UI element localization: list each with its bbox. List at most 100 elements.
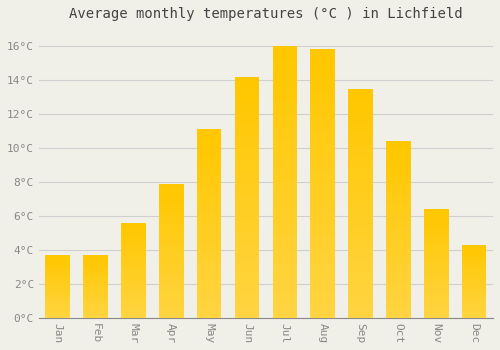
Bar xyxy=(197,214,222,224)
Bar xyxy=(348,180,373,192)
Bar xyxy=(197,195,222,205)
Bar xyxy=(462,314,486,318)
Bar xyxy=(348,192,373,203)
Bar xyxy=(234,270,260,282)
Bar xyxy=(46,268,70,271)
Bar xyxy=(84,277,108,280)
Bar xyxy=(310,49,335,63)
Bar xyxy=(272,155,297,168)
Bar xyxy=(310,304,335,318)
Bar xyxy=(348,146,373,158)
Bar xyxy=(159,311,184,318)
Bar xyxy=(46,305,70,308)
Bar xyxy=(310,130,335,144)
Bar xyxy=(159,251,184,258)
Bar xyxy=(46,258,70,261)
Bar xyxy=(386,186,410,194)
Bar xyxy=(46,302,70,305)
Bar xyxy=(462,245,486,318)
Bar xyxy=(348,261,373,272)
Bar xyxy=(84,271,108,274)
Bar xyxy=(234,149,260,161)
Bar xyxy=(234,173,260,185)
Bar xyxy=(310,49,335,318)
Bar xyxy=(462,271,486,274)
Bar xyxy=(121,223,146,228)
Bar xyxy=(424,269,448,274)
Bar xyxy=(121,232,146,237)
Bar xyxy=(197,158,222,167)
Bar xyxy=(234,282,260,294)
Bar xyxy=(310,90,335,103)
Bar xyxy=(386,141,410,318)
Bar xyxy=(310,184,335,197)
Bar xyxy=(159,258,184,264)
Bar xyxy=(462,292,486,296)
Bar xyxy=(121,275,146,280)
Bar xyxy=(272,141,297,155)
Bar xyxy=(272,46,297,318)
Bar xyxy=(46,255,70,318)
Bar xyxy=(424,209,448,318)
Bar xyxy=(386,141,410,150)
Bar xyxy=(234,222,260,233)
Bar xyxy=(310,103,335,117)
Bar xyxy=(197,261,222,271)
Bar xyxy=(272,209,297,223)
Bar xyxy=(272,196,297,209)
Bar xyxy=(462,300,486,303)
Bar xyxy=(84,284,108,287)
Bar xyxy=(84,315,108,318)
Bar xyxy=(272,168,297,182)
Bar xyxy=(197,280,222,290)
Bar xyxy=(46,287,70,290)
Bar xyxy=(159,204,184,211)
Bar xyxy=(386,176,410,186)
Bar xyxy=(159,264,184,271)
Bar xyxy=(462,307,486,311)
Bar xyxy=(272,250,297,264)
Bar xyxy=(46,284,70,287)
Bar xyxy=(84,265,108,268)
Bar xyxy=(197,205,222,214)
Bar xyxy=(424,307,448,313)
Bar xyxy=(121,246,146,251)
Bar xyxy=(197,129,222,318)
Bar xyxy=(234,137,260,149)
Bar xyxy=(121,294,146,299)
Bar xyxy=(348,158,373,169)
Bar xyxy=(386,230,410,238)
Bar xyxy=(348,249,373,261)
Bar xyxy=(234,233,260,246)
Bar xyxy=(234,77,260,318)
Bar xyxy=(272,182,297,196)
Bar xyxy=(386,282,410,292)
Bar xyxy=(424,291,448,296)
Bar xyxy=(159,211,184,217)
Bar xyxy=(121,304,146,308)
Bar xyxy=(121,299,146,304)
Bar xyxy=(197,129,222,139)
Bar xyxy=(84,258,108,261)
Bar xyxy=(424,236,448,242)
Bar xyxy=(348,226,373,238)
Bar xyxy=(159,237,184,244)
Bar xyxy=(348,215,373,226)
Bar xyxy=(424,285,448,291)
Bar xyxy=(46,277,70,280)
Bar xyxy=(272,60,297,73)
Bar xyxy=(424,258,448,264)
Bar xyxy=(197,290,222,299)
Bar xyxy=(424,247,448,253)
Bar xyxy=(310,251,335,264)
Title: Average monthly temperatures (°C ) in Lichfield: Average monthly temperatures (°C ) in Li… xyxy=(69,7,462,21)
Bar xyxy=(272,291,297,304)
Bar xyxy=(462,274,486,278)
Bar xyxy=(159,291,184,298)
Bar xyxy=(234,113,260,125)
Bar xyxy=(234,197,260,209)
Bar xyxy=(462,285,486,289)
Bar xyxy=(386,159,410,168)
Bar xyxy=(46,308,70,312)
Bar xyxy=(46,296,70,299)
